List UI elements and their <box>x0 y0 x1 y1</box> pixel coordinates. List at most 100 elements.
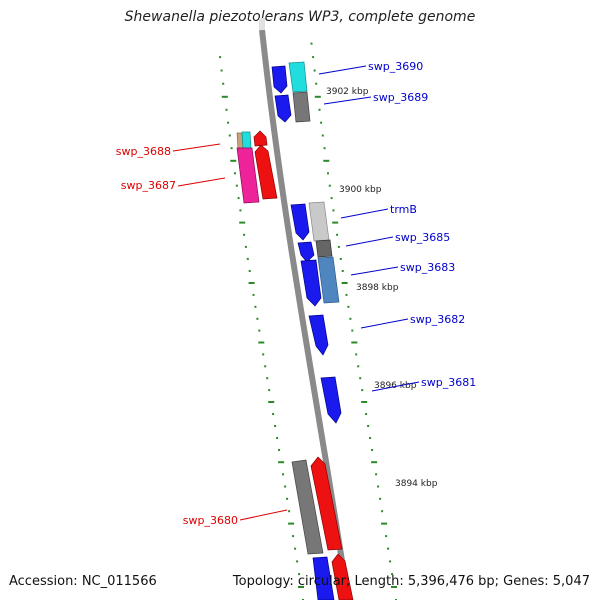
scale-minor-tick <box>323 147 326 150</box>
kbp-label-3900: 3900 kbp <box>339 185 382 195</box>
gene-label-swp-3688[interactable]: swp_3688 <box>116 145 171 158</box>
gene-swp-3688-b[interactable] <box>241 131 252 149</box>
leader-trmB <box>340 208 389 219</box>
scale-minor-tick <box>282 473 285 476</box>
scale-minor-tick <box>328 184 331 187</box>
gene-label-swp-3683[interactable]: swp_3683 <box>400 261 455 274</box>
scale-minor-tick <box>330 197 333 200</box>
scale-minor-tick <box>327 172 329 175</box>
scale-minor-tick <box>246 257 249 260</box>
scale-minor-tick <box>248 270 251 272</box>
scale-minor-tick <box>347 305 350 308</box>
gene-label-swp-3690[interactable]: swp_3690 <box>368 60 423 73</box>
gene-trmB-cds[interactable] <box>308 201 330 242</box>
gene-swp-3685-arrow[interactable] <box>297 241 315 263</box>
scale-minor-tick <box>361 389 364 392</box>
scale-minor-tick <box>268 389 271 392</box>
scale-minor-tick <box>264 365 267 368</box>
scale-major-tick <box>298 586 304 588</box>
scale-minor-tick <box>219 56 222 59</box>
gene-swp-3685-cds[interactable] <box>315 239 333 258</box>
gene-label-swp-3680[interactable]: swp_3680 <box>183 514 238 527</box>
scale-major-tick <box>391 586 397 588</box>
scale-minor-tick <box>296 560 299 563</box>
gene-label-swp-3685[interactable]: swp_3685 <box>395 231 450 244</box>
scale-minor-tick <box>258 329 261 332</box>
gene-swp-3681-arrow[interactable] <box>320 376 342 424</box>
gene-swp-3680-gray[interactable] <box>291 459 324 555</box>
scale-minor-tick <box>337 245 340 248</box>
leader-swp-3685 <box>345 236 394 247</box>
gene-trmB-arrow[interactable] <box>290 203 310 241</box>
leader-swp-3681 <box>371 381 420 392</box>
scale-minor-tick <box>310 42 313 45</box>
scale-ticks-right <box>310 42 397 600</box>
scale-minor-tick <box>339 257 342 260</box>
scale-minor-tick <box>315 82 318 85</box>
gene-swp-3689-cds[interactable] <box>292 91 311 123</box>
scale-minor-tick <box>313 69 316 72</box>
gene-swp-3682-arrow[interactable] <box>308 314 329 356</box>
gene-swp-3683-arrow[interactable] <box>300 259 322 307</box>
scale-major-tick <box>314 95 321 98</box>
gene-swp-3690-cds[interactable] <box>288 61 308 93</box>
scale-minor-tick <box>349 317 352 320</box>
leader-swp-3683 <box>350 266 399 276</box>
scale-major-tick <box>258 341 265 344</box>
scale-minor-tick <box>235 184 238 187</box>
gene-label-swp-3682[interactable]: swp_3682 <box>410 313 465 326</box>
scale-minor-tick <box>381 510 384 513</box>
scale-minor-tick <box>332 209 335 212</box>
scale-minor-tick <box>234 172 236 175</box>
scale-minor-tick <box>237 197 240 200</box>
gene-swp-3683-cds[interactable] <box>317 256 340 304</box>
scale-minor-tick <box>391 573 394 576</box>
scale-minor-tick <box>312 56 315 59</box>
gene-label-swp-3681[interactable]: swp_3681 <box>421 376 476 389</box>
topology-text: Topology: circular; Length: 5,396,476 bp… <box>232 574 590 589</box>
scale-minor-tick <box>365 413 368 415</box>
scale-minor-tick <box>278 449 281 451</box>
gene-label-swp-3687[interactable]: swp_3687 <box>121 179 176 192</box>
scale-major-tick <box>268 401 275 403</box>
map-title: Shewanella piezotolerans WP3, complete g… <box>124 9 476 25</box>
scale-major-tick <box>323 159 330 162</box>
gene-swp-3690-arrow[interactable] <box>271 65 288 94</box>
gene-bottom-blue[interactable] <box>312 556 335 600</box>
scale-minor-tick <box>244 245 247 248</box>
leader-swp-3689 <box>323 96 372 105</box>
gene-swp-3680-red[interactable] <box>310 456 343 551</box>
scale-minor-tick <box>320 121 323 124</box>
scale-minor-tick <box>375 473 378 476</box>
scale-major-tick <box>381 522 388 525</box>
scale-minor-tick <box>256 317 259 320</box>
scale-major-tick <box>239 221 246 224</box>
scale-minor-tick <box>369 437 372 439</box>
gene-label-trmB[interactable]: trmB <box>390 203 417 216</box>
gene-swp-3689-arrow[interactable] <box>274 94 292 123</box>
scale-minor-tick <box>345 293 348 296</box>
leader-swp-3682 <box>360 318 409 329</box>
scale-minor-tick <box>222 82 225 85</box>
scale-major-tick <box>361 401 368 403</box>
scale-minor-tick <box>389 560 392 563</box>
leader-swp-3688 <box>172 143 221 152</box>
gene-swp-3687-cds[interactable] <box>236 147 260 204</box>
gene-bottom-red[interactable] <box>331 553 354 600</box>
scale-minor-tick <box>262 353 265 356</box>
accession-text: Accession: NC_011566 <box>9 574 157 589</box>
scale-major-tick <box>288 522 295 525</box>
scale-minor-tick <box>266 377 269 380</box>
gene-swp-3687-arrow[interactable] <box>254 144 278 200</box>
leader-swp-3680 <box>239 509 288 521</box>
scale-minor-tick <box>321 134 324 137</box>
kbp-label-3902: 3902 kbp <box>326 87 369 97</box>
gene-label-swp-3689[interactable]: swp_3689 <box>373 91 428 104</box>
scale-minor-tick <box>272 413 275 415</box>
scale-minor-tick <box>286 497 289 500</box>
scale-minor-tick <box>227 121 230 124</box>
leader-swp-3690 <box>318 65 367 75</box>
gene-swp-3688-c[interactable] <box>253 130 268 147</box>
scale-minor-tick <box>225 108 228 111</box>
